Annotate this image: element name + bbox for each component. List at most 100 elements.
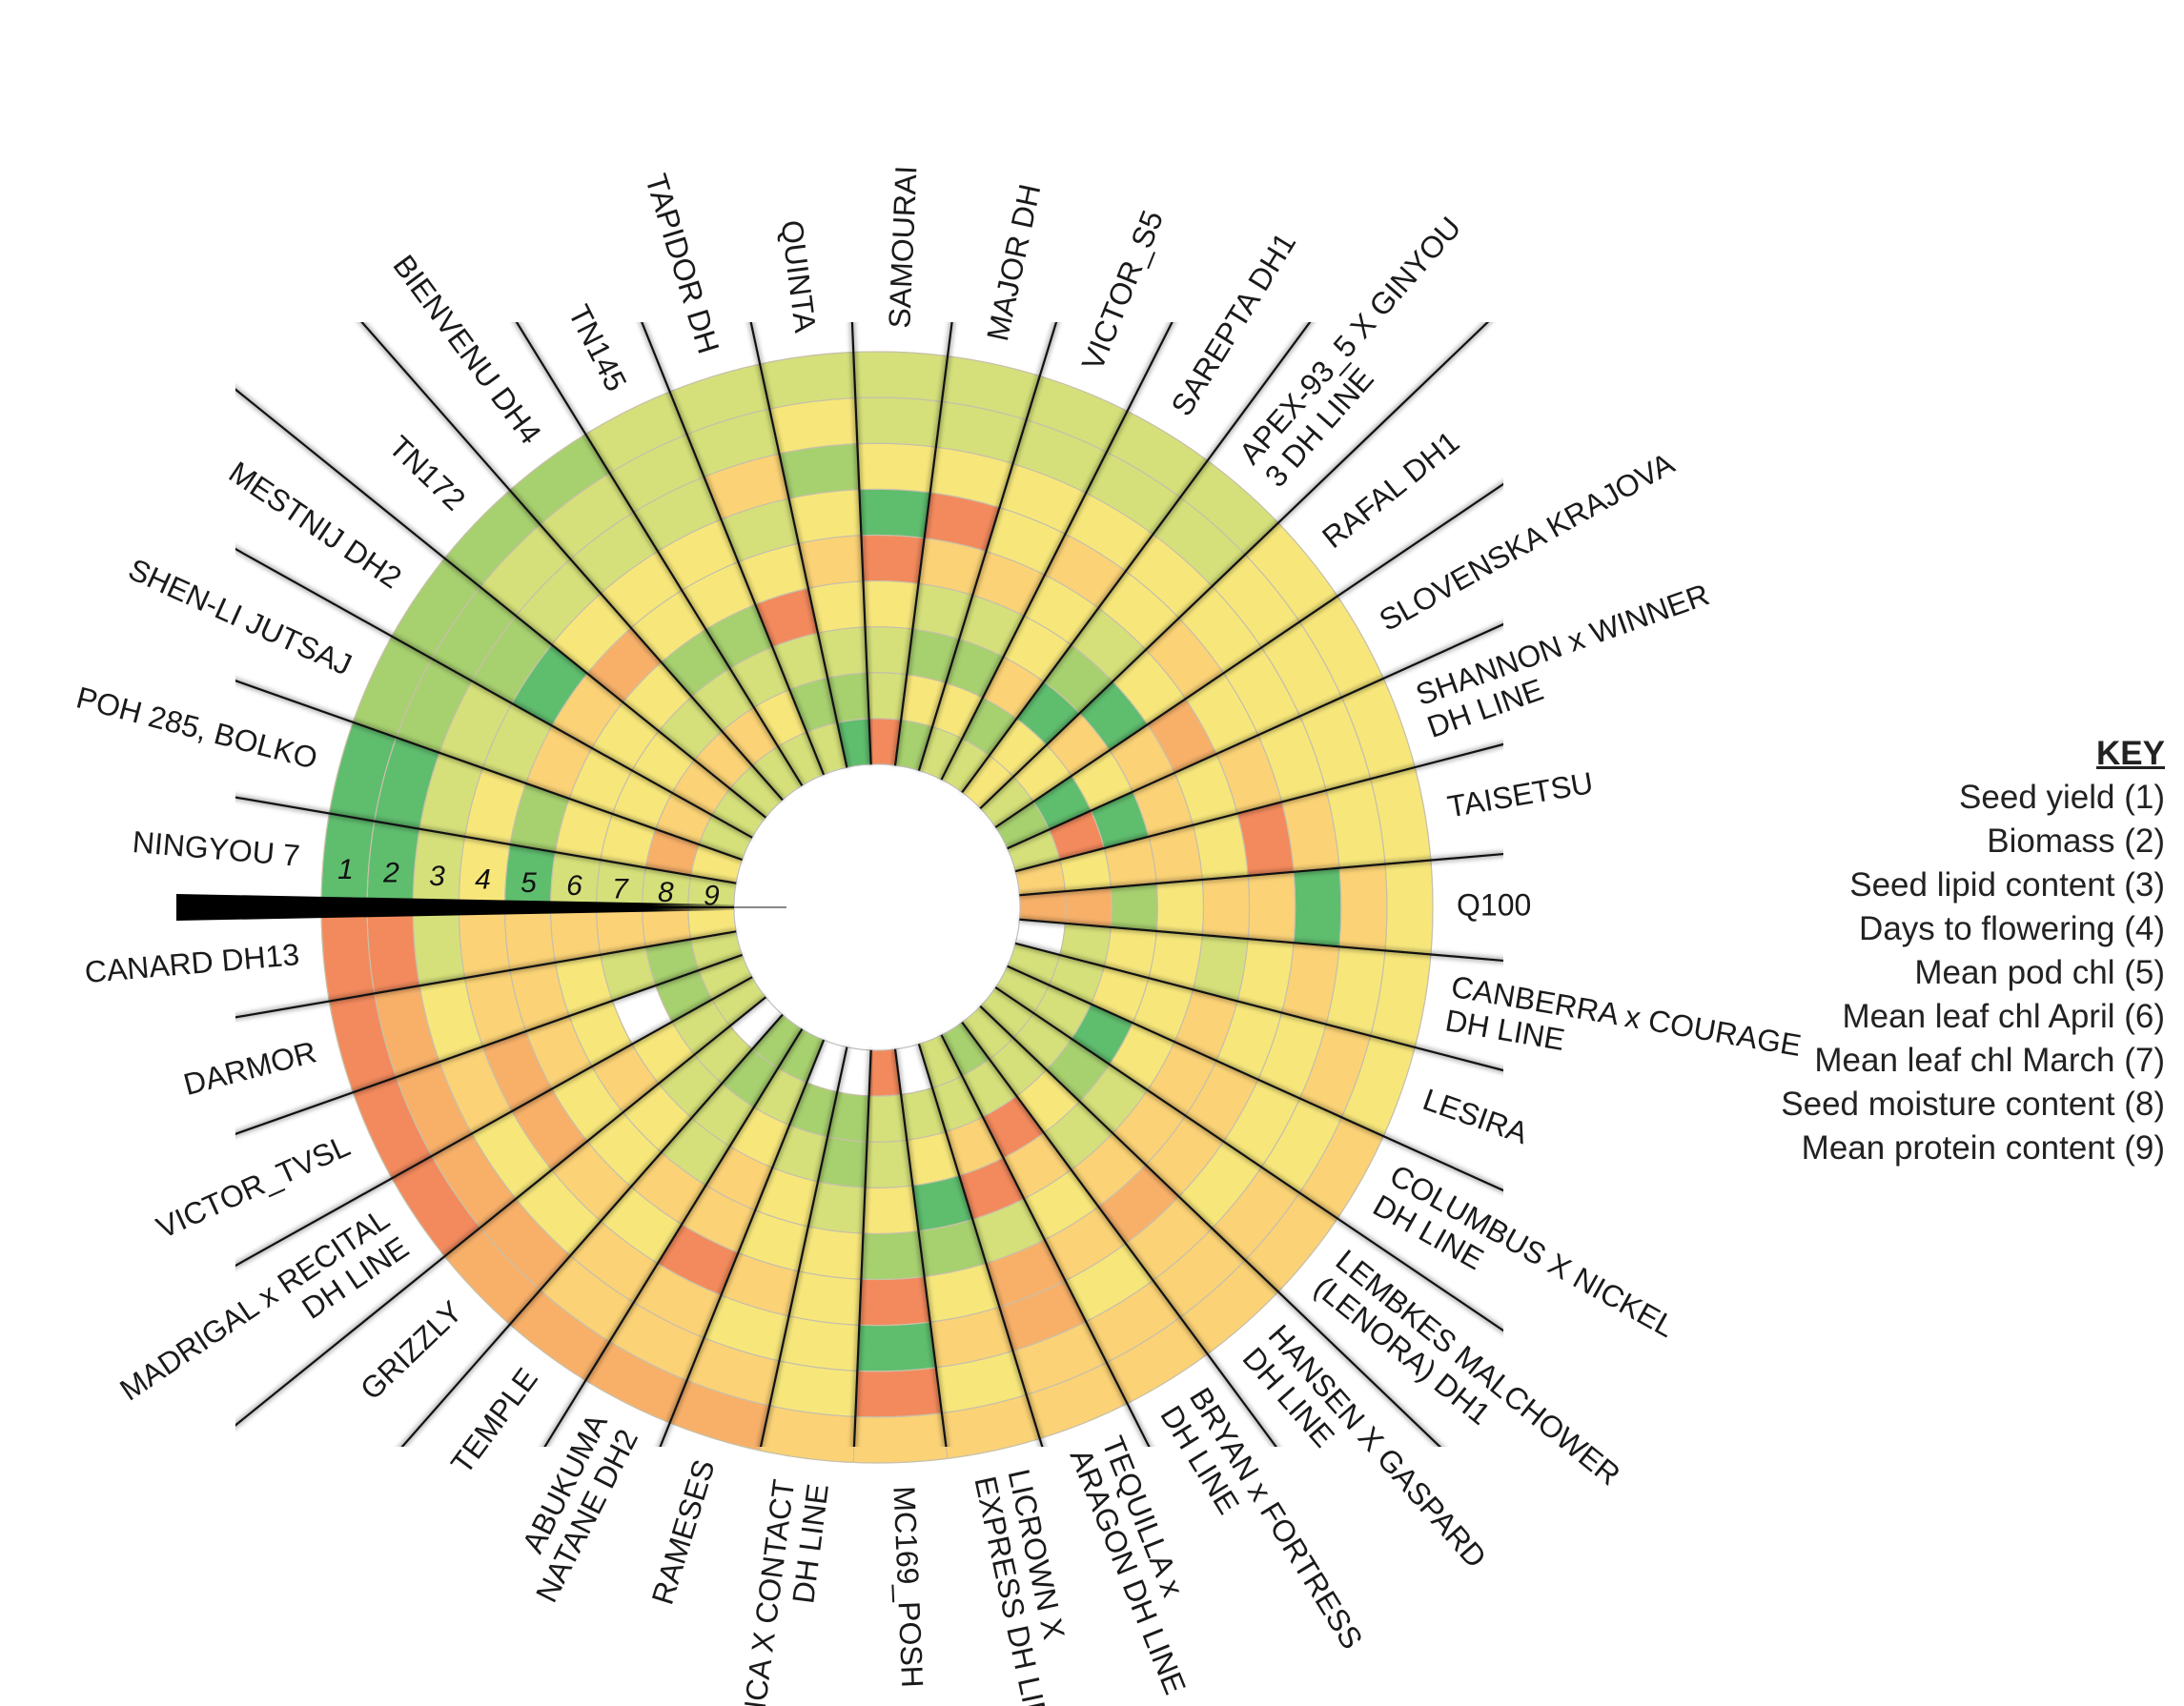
- separator-line: [893, 1048, 948, 1447]
- separator-line: [979, 1005, 1442, 1447]
- separator-line: [852, 1049, 872, 1447]
- legend-item: Mean leaf chl April (6): [1842, 998, 2165, 1035]
- separator-line: [940, 322, 1174, 781]
- ring-number: 5: [520, 867, 537, 899]
- heatmap-cell: [856, 442, 937, 494]
- ring-number: 6: [566, 870, 582, 902]
- heatmap-cell: [858, 1275, 931, 1327]
- variety-label-group: SAMOURAI: [882, 165, 923, 329]
- heatmap-cell: [854, 396, 943, 448]
- separator-line: [235, 680, 743, 862]
- ring-number: 7: [612, 874, 629, 905]
- legend-item: Seed moisture content (8): [1781, 1086, 2165, 1123]
- separator-line: [400, 1013, 784, 1447]
- separator-line: [235, 953, 743, 1135]
- separator-line: [1019, 852, 1503, 897]
- variety-label-group: MC169_POSH: [887, 1486, 929, 1689]
- heatmap-cell: [1293, 867, 1342, 947]
- variety-label-group: BIENVENU DH4: [386, 249, 548, 451]
- heatmap-cell: [860, 1230, 926, 1281]
- separator-line: [235, 930, 737, 1019]
- separator-line: [360, 322, 784, 802]
- separator-line: [515, 322, 804, 786]
- separator-line: [1014, 742, 1503, 873]
- variety-label-group: QUINTA: [774, 218, 823, 335]
- ring-number: 1: [337, 854, 354, 885]
- variety-label: MADRIGAL x RECITAL: [113, 1202, 396, 1408]
- heatmap-cell: [320, 906, 376, 1003]
- separator-line: [1007, 622, 1503, 850]
- variety-label-group: MAJOR DH: [980, 181, 1047, 344]
- variety-label: TAISETSU: [1445, 765, 1596, 824]
- variety-label-group: TN172: [382, 429, 472, 517]
- separator-line: [641, 322, 826, 776]
- variety-label: MC169_POSH: [887, 1486, 929, 1689]
- legend-item: Seed yield (1): [1959, 779, 2165, 816]
- separator-line: [235, 547, 753, 839]
- variety-label: DARMOR: [180, 1034, 320, 1102]
- variety-label: NINGYOU 7: [131, 824, 300, 873]
- variety-label-group: DARMOR: [180, 1034, 320, 1102]
- variety-label: MAJOR DH: [980, 181, 1047, 344]
- separator-line: [235, 996, 766, 1427]
- legend-item: Seed lipid content (3): [1849, 866, 2165, 904]
- ring-number: 3: [429, 861, 445, 892]
- variety-label: TN145: [561, 299, 633, 396]
- heatmap-cell: [1110, 883, 1158, 932]
- heatmap-cell: [1201, 875, 1251, 940]
- separator-line: [917, 322, 1058, 771]
- heatmap-cell: [412, 906, 466, 986]
- variety-label-group: TN145: [561, 299, 633, 396]
- separator-line: [1014, 942, 1503, 1072]
- legend-title: KEY: [2096, 735, 2165, 772]
- ring-number: 4: [475, 863, 491, 895]
- variety-label: BIENVENU DH4: [386, 249, 548, 451]
- separator-line: [979, 322, 1490, 810]
- separator-line: [759, 1046, 848, 1447]
- variety-label: TAPIDOR DH: [639, 170, 726, 357]
- variety-label: SAMOURAI: [882, 165, 923, 329]
- separator-line: [961, 322, 1312, 794]
- separator-line: [893, 322, 953, 766]
- heatmap-cell: [860, 534, 926, 584]
- legend-item: Mean pod chl (5): [1914, 954, 2165, 991]
- separator-line: [1019, 918, 1503, 963]
- heatmap-cell: [852, 351, 949, 403]
- variety-label-group: CANARD DH13: [83, 937, 300, 989]
- variety-label-group: RAFAL DH1: [1316, 424, 1465, 555]
- legend-key: KEY Seed yield (1) Biomass (2) Seed lipi…: [1707, 732, 2165, 1170]
- separator-line: [235, 796, 737, 884]
- separator-line: [940, 1034, 1151, 1447]
- separator-line: [1007, 965, 1503, 1192]
- legend-item: Days to flowering (4): [1859, 910, 2165, 947]
- variety-label-group: SHEN-LI JUTSAJ: [124, 552, 357, 682]
- variety-label: TN172: [382, 429, 472, 517]
- legend-item: Mean protein content (9): [1801, 1129, 2165, 1167]
- variety-label: RAMESES: [644, 1455, 721, 1608]
- heatmap-cell: [852, 1412, 949, 1464]
- variety-label-group: RAMESES: [644, 1455, 721, 1608]
- variety-label: CANARD DH13: [83, 937, 300, 989]
- variety-label-group: Q100: [1457, 887, 1531, 922]
- separator-line: [850, 322, 872, 765]
- heatmap-cell: [862, 580, 920, 630]
- start-marker: [176, 894, 734, 921]
- heatmap-cell: [1247, 871, 1296, 944]
- heatmap-cell: [1384, 860, 1434, 955]
- heatmap-cell: [1338, 863, 1388, 951]
- heatmap-cell: [366, 906, 420, 994]
- ring-number: 9: [704, 881, 720, 912]
- separator-line: [235, 976, 753, 1268]
- separator-line: [961, 1021, 1277, 1447]
- legend-item: Biomass (2): [1987, 823, 2165, 860]
- variety-label: Q100: [1457, 887, 1531, 922]
- separator-line: [994, 482, 1503, 828]
- variety-label-group: TAISETSU: [1445, 765, 1596, 824]
- variety-label: SHEN-LI JUTSAJ: [124, 552, 357, 682]
- ring-number: 2: [382, 858, 399, 889]
- legend-item: Mean leaf chl March (7): [1814, 1042, 2165, 1079]
